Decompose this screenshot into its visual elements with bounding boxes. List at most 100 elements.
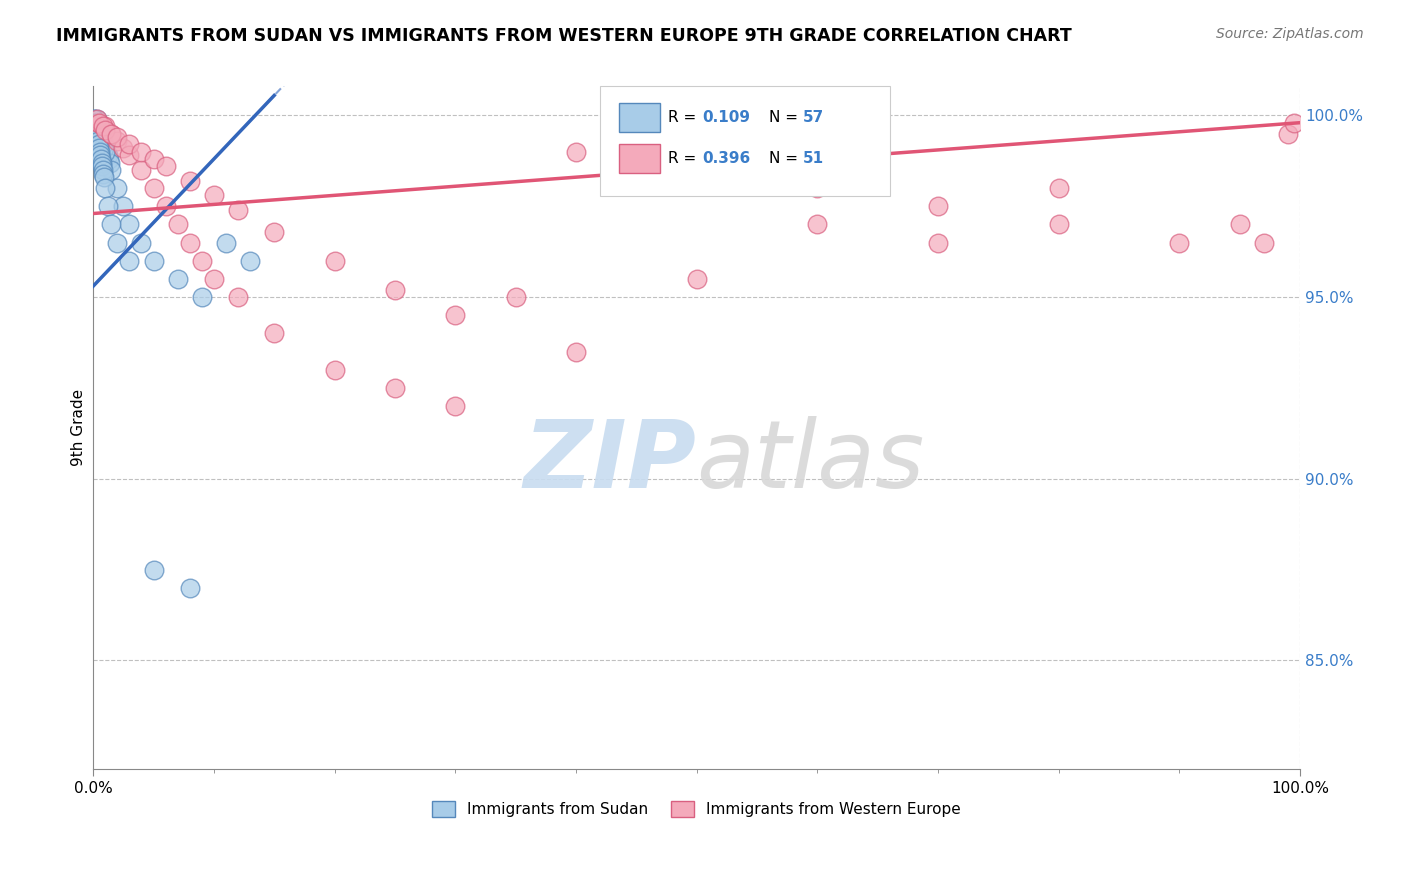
Point <box>87 120 110 134</box>
Point <box>84 123 107 137</box>
Point <box>444 308 467 322</box>
Text: N =: N = <box>769 111 803 125</box>
Point <box>89 127 111 141</box>
Point <box>191 290 214 304</box>
Point <box>806 181 828 195</box>
Point <box>142 152 165 166</box>
Point <box>118 137 141 152</box>
Point <box>927 199 949 213</box>
Point <box>166 218 188 232</box>
Point <box>105 130 128 145</box>
Point <box>179 174 201 188</box>
Point <box>89 116 111 130</box>
Point <box>118 148 141 162</box>
Point <box>179 581 201 595</box>
Point <box>84 116 107 130</box>
Point <box>91 162 114 177</box>
Text: IMMIGRANTS FROM SUDAN VS IMMIGRANTS FROM WESTERN EUROPE 9TH GRADE CORRELATION CH: IMMIGRANTS FROM SUDAN VS IMMIGRANTS FROM… <box>56 27 1071 45</box>
Point <box>118 253 141 268</box>
Point <box>1168 235 1191 250</box>
Point <box>93 167 115 181</box>
Point <box>263 225 285 239</box>
Point <box>323 362 346 376</box>
Point <box>155 159 177 173</box>
Point <box>84 116 107 130</box>
Point <box>84 120 107 134</box>
Point <box>89 145 111 159</box>
Point <box>83 112 105 126</box>
Point <box>112 141 135 155</box>
Point <box>86 112 108 126</box>
Point <box>1047 218 1070 232</box>
Text: R =: R = <box>668 152 700 166</box>
Point <box>96 145 118 159</box>
Point <box>565 344 588 359</box>
Point <box>100 127 122 141</box>
Point <box>263 326 285 341</box>
Point <box>142 181 165 195</box>
Point <box>86 120 108 134</box>
Point <box>86 112 108 126</box>
Point <box>89 127 111 141</box>
Point <box>927 235 949 250</box>
Point <box>215 235 238 250</box>
Point <box>105 181 128 195</box>
Point <box>1277 127 1299 141</box>
Point <box>142 562 165 576</box>
Point <box>98 155 121 169</box>
Text: 0.109: 0.109 <box>703 111 751 125</box>
Point <box>89 141 111 155</box>
Point <box>84 116 107 130</box>
Point <box>91 159 114 173</box>
Point <box>131 145 153 159</box>
Point <box>93 141 115 155</box>
Point <box>87 137 110 152</box>
Point <box>105 134 128 148</box>
Text: 51: 51 <box>803 152 824 166</box>
Point <box>94 181 117 195</box>
Point <box>89 116 111 130</box>
Point <box>685 272 707 286</box>
Point <box>505 290 527 304</box>
Point <box>1253 235 1275 250</box>
Point <box>87 134 110 148</box>
Point <box>93 137 115 152</box>
Point <box>91 137 114 152</box>
Point <box>94 145 117 159</box>
Point <box>83 112 105 126</box>
Point <box>100 218 122 232</box>
Y-axis label: 9th Grade: 9th Grade <box>72 389 86 467</box>
Point <box>87 123 110 137</box>
Point <box>86 130 108 145</box>
Point <box>565 145 588 159</box>
Point <box>86 127 108 141</box>
Point <box>384 381 406 395</box>
Point <box>142 253 165 268</box>
Point <box>239 253 262 268</box>
Point <box>131 162 153 177</box>
Text: Source: ZipAtlas.com: Source: ZipAtlas.com <box>1216 27 1364 41</box>
Point <box>806 218 828 232</box>
Point <box>97 199 120 213</box>
Point <box>155 199 177 213</box>
Point <box>444 399 467 413</box>
Point <box>1047 181 1070 195</box>
Point <box>89 130 111 145</box>
Point <box>118 218 141 232</box>
Point <box>105 235 128 250</box>
Point <box>91 134 114 148</box>
Point <box>94 120 117 134</box>
Point <box>226 202 249 217</box>
Point <box>202 272 225 286</box>
Point <box>97 148 120 162</box>
Point <box>100 162 122 177</box>
Legend: Immigrants from Sudan, Immigrants from Western Europe: Immigrants from Sudan, Immigrants from W… <box>426 795 967 823</box>
Point <box>97 152 120 166</box>
Point <box>89 148 111 162</box>
Point <box>100 127 122 141</box>
Point <box>131 235 153 250</box>
Point <box>91 120 114 134</box>
Point <box>226 290 249 304</box>
Point <box>90 130 112 145</box>
Point <box>94 123 117 137</box>
